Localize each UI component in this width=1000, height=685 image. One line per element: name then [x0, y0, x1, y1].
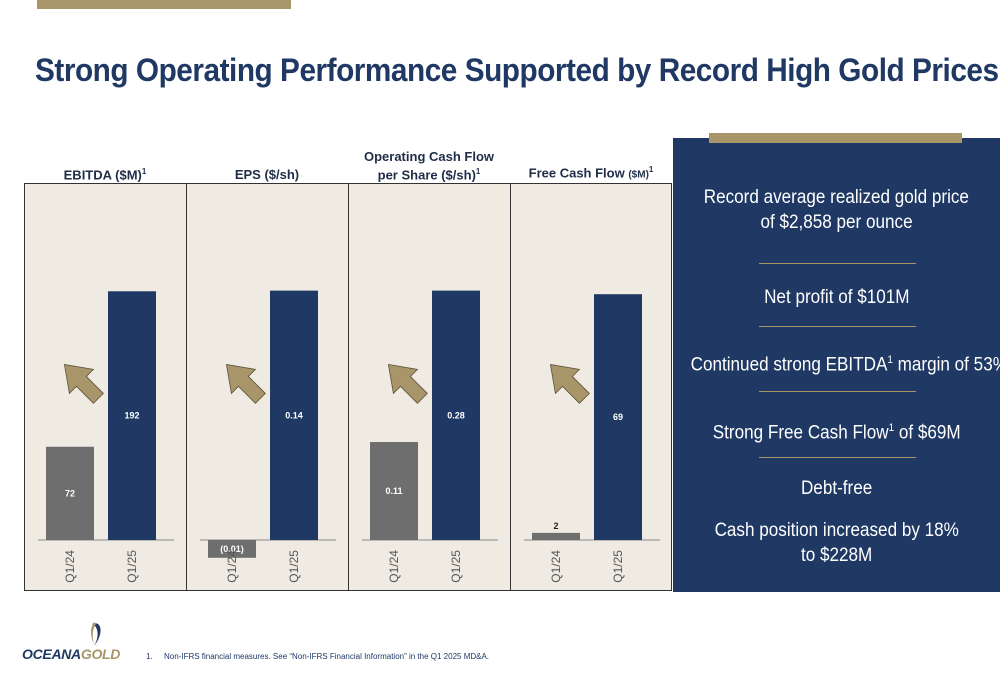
footnote: 1. Non-IFRS financial measures. See “Non-…	[146, 652, 489, 661]
highlight-divider	[759, 457, 916, 458]
top-accent-bar	[37, 0, 291, 9]
panel-divider	[186, 183, 187, 591]
footnote-ref: 1	[648, 164, 654, 174]
highlight-cash-position: Cash position increased by 18% to $228M	[714, 520, 959, 566]
footnote-number: 1.	[146, 652, 153, 661]
highlight-divider	[759, 391, 916, 392]
chart-title-ebitda: EBITDA ($M)1	[24, 148, 186, 182]
chart-title-fcf-text: Free Cash Flow	[528, 165, 625, 180]
chart-title-fcf: Free Cash Flow ($M)1	[510, 148, 672, 182]
highlight-divider	[759, 263, 916, 264]
footnote-text: Non-IFRS financial measures. See “Non-IF…	[164, 652, 490, 661]
highlights-panel	[673, 138, 1000, 592]
chart-title-eps-text: EPS ($/sh)	[234, 167, 300, 182]
chart-title-ocf: Operating Cash Flow per Share ($/sh)1	[348, 148, 510, 182]
highlight-gold-price: Record average realized gold price of $2…	[703, 187, 970, 233]
chart-title-fcf-unit: ($M)	[628, 169, 649, 180]
footnote-ref: 1	[475, 166, 481, 176]
chart-title-ocf-line1: Operating Cash Flow	[363, 148, 494, 164]
logo-swoosh-icon	[91, 622, 101, 646]
oceanagold-logo: OCEANAGOLD	[22, 618, 132, 664]
panel-divider	[510, 183, 511, 591]
highlight-divider	[759, 326, 916, 327]
chart-title-eps: EPS ($/sh)	[186, 148, 348, 182]
footnote-ref: 1	[141, 166, 147, 176]
highlight-net-profit: Net profit of $101M	[763, 287, 910, 308]
highlight-ebitda-margin: Continued strong EBITDA1 margin of 53%	[690, 354, 1000, 376]
chart-title-ebitda-text: EBITDA ($M)	[63, 167, 142, 182]
highlight-debt-free: Debt-free	[800, 478, 873, 499]
highlight-free-cash-flow: Strong Free Cash Flow1 of $69M	[712, 422, 961, 444]
footnote-ref: 1	[887, 354, 893, 366]
footnote-ref: 1	[888, 422, 894, 434]
highlights-accent-bar	[709, 133, 962, 143]
panel-divider	[348, 183, 349, 591]
page-title: Strong Operating Performance Supported b…	[35, 52, 999, 88]
chart-title-ocf-line2: per Share ($/sh)	[377, 167, 476, 182]
